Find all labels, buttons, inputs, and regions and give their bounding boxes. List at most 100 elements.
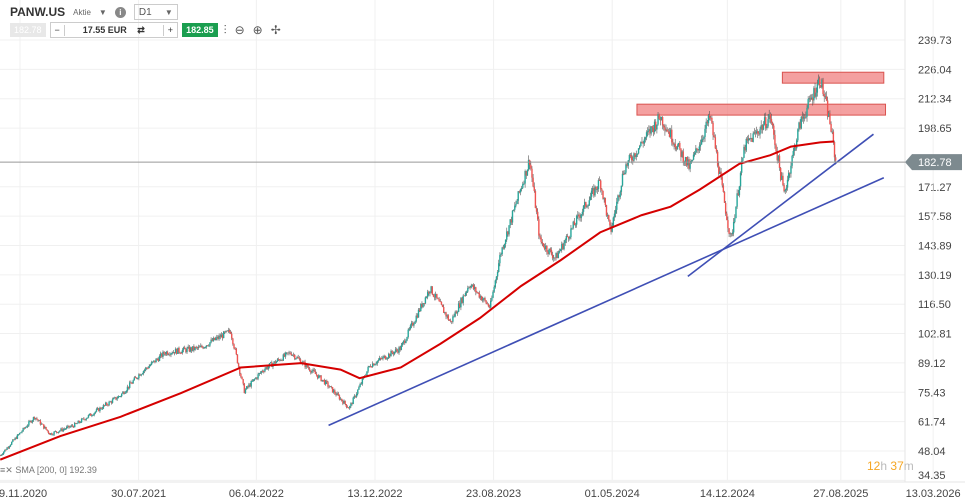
- candle-body: [225, 330, 227, 333]
- candle-body: [431, 286, 433, 295]
- candle-body: [682, 151, 684, 163]
- candle-body: [517, 191, 519, 201]
- candle-body: [92, 415, 94, 416]
- candle-body: [35, 418, 37, 420]
- zoom-out-icon[interactable]: ⊖: [234, 23, 245, 37]
- candle-body: [580, 214, 582, 219]
- candle-body: [784, 189, 786, 192]
- indicators-icon[interactable]: ⫶: [223, 22, 227, 37]
- candle-body: [565, 235, 568, 240]
- info-icon[interactable]: i: [114, 6, 126, 18]
- candle-body: [359, 384, 361, 388]
- candle-body: [339, 398, 342, 400]
- candle-body: [96, 408, 99, 410]
- candle-body: [738, 186, 741, 196]
- candle-body: [671, 129, 673, 143]
- x-tick-label: 30.07.2021: [111, 488, 166, 500]
- candle-body: [740, 160, 743, 173]
- candle-body: [161, 353, 163, 357]
- candle-body: [649, 129, 651, 134]
- candle-body: [394, 349, 397, 352]
- candle-body: [582, 205, 585, 212]
- candle-body: [807, 99, 809, 108]
- buy-button[interactable]: 182.85: [182, 23, 218, 37]
- sma-indicator-label[interactable]: ≡✕ SMA [200, 0] 192.39: [0, 465, 97, 476]
- candle-body: [219, 335, 221, 338]
- candle-body: [545, 245, 547, 250]
- y-tick-label: 198.65: [918, 123, 952, 135]
- candle-body: [223, 331, 225, 339]
- candle-body: [713, 135, 715, 138]
- candle-body: [247, 386, 249, 388]
- candle-body: [796, 140, 798, 149]
- swap-icon[interactable]: ⇄: [137, 24, 145, 35]
- candle-body: [349, 406, 351, 409]
- candle-body: [108, 401, 110, 406]
- candle-body: [101, 408, 103, 410]
- candle-body: [471, 284, 474, 286]
- candle-body: [401, 342, 404, 346]
- candle-body: [82, 418, 84, 420]
- candle-body: [59, 430, 61, 432]
- sell-button[interactable]: 182.78: [10, 23, 46, 37]
- candle-body: [542, 243, 545, 247]
- candle-body: [519, 189, 522, 193]
- candle-body: [787, 172, 790, 180]
- candle-body: [413, 323, 415, 326]
- candle-body: [83, 418, 85, 420]
- candle-body: [504, 239, 507, 245]
- symbol-dropdown-icon[interactable]: ▼: [98, 7, 107, 17]
- candle-body: [267, 366, 270, 369]
- symbol-name[interactable]: PANW.US: [10, 5, 66, 19]
- candle-body: [579, 216, 581, 219]
- candle-body: [459, 303, 461, 308]
- candle-body: [373, 363, 375, 366]
- y-tick-label: 239.73: [918, 35, 952, 47]
- candle-body: [211, 339, 213, 342]
- quantity-input[interactable]: 17.55 EUR ⇄: [63, 24, 164, 36]
- symbol-bar: PANW.US Aktie ▼ i D1 ▼: [10, 4, 178, 20]
- candle-body: [180, 352, 182, 354]
- quantity-stepper[interactable]: − 17.55 EUR ⇄ +: [49, 22, 179, 38]
- indicator-settings-icon[interactable]: ≡✕: [0, 465, 13, 475]
- candle-body: [86, 417, 89, 419]
- candle-body: [361, 378, 364, 384]
- candle-body: [589, 196, 592, 201]
- candle-body: [193, 346, 195, 351]
- candle-body: [221, 334, 224, 339]
- candle-body: [467, 288, 469, 292]
- candle-body: [616, 201, 618, 210]
- timeframe-select[interactable]: D1 ▼: [133, 4, 178, 20]
- crosshair-icon[interactable]: ✢: [270, 23, 281, 37]
- candle-body: [407, 329, 409, 338]
- candle-body: [104, 402, 107, 406]
- candle-body: [297, 357, 299, 359]
- candle-body: [613, 213, 616, 218]
- y-tick-label: 48.04: [918, 446, 946, 458]
- candle-body: [698, 146, 700, 151]
- candle-body: [493, 287, 495, 292]
- candle-body: [618, 195, 620, 198]
- candle-body: [296, 357, 298, 359]
- candle-body: [730, 233, 733, 235]
- candle-body: [196, 347, 199, 349]
- candle-body: [526, 169, 529, 176]
- candle-body: [522, 183, 524, 188]
- trendline: [687, 133, 874, 277]
- candle-body: [213, 337, 216, 341]
- decrease-button[interactable]: −: [54, 25, 60, 35]
- increase-button[interactable]: +: [167, 25, 174, 35]
- zoom-in-icon[interactable]: ⊕: [252, 23, 263, 37]
- candle-body: [490, 300, 492, 308]
- candle-body: [783, 185, 785, 192]
- candle-body: [14, 437, 16, 440]
- candle-body: [200, 345, 202, 348]
- candle-body: [194, 347, 196, 351]
- candle-body: [133, 377, 136, 381]
- candle-body: [800, 116, 802, 129]
- candle-body: [699, 144, 702, 147]
- candle-body: [801, 116, 804, 119]
- candle-body: [632, 160, 634, 161]
- candle-body: [393, 351, 396, 355]
